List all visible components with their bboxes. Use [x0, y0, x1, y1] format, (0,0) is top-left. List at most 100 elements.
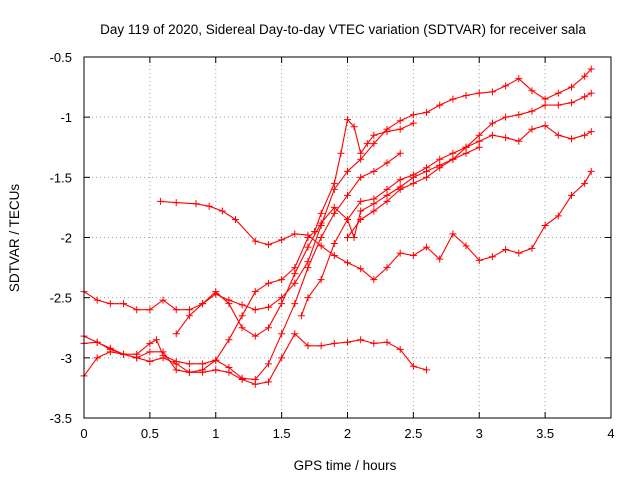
data-point-marker: [350, 123, 358, 131]
data-point-marker: [199, 368, 207, 376]
data-point-marker: [172, 306, 180, 314]
data-point-marker: [488, 119, 496, 127]
data-point-marker: [541, 221, 549, 229]
data-point-marker: [133, 306, 141, 314]
data-point-marker: [409, 362, 417, 370]
data-point-marker: [515, 249, 523, 257]
data-point-marker: [291, 270, 299, 278]
data-point-marker: [475, 131, 483, 139]
data-point-marker: [317, 242, 325, 250]
data-point-marker: [423, 243, 431, 251]
data-point-marker: [120, 350, 128, 358]
data-point-marker: [370, 276, 378, 284]
y-tick-label: -3: [60, 351, 72, 366]
data-point-marker: [152, 336, 160, 344]
data-point-marker: [502, 246, 510, 254]
data-point-marker: [264, 324, 272, 332]
data-point-marker: [449, 155, 457, 163]
data-point-marker: [488, 88, 496, 96]
data-point-marker: [133, 354, 141, 362]
data-point-marker: [357, 336, 365, 344]
data-point-marker: [264, 303, 272, 311]
y-tick-label: -2: [60, 231, 72, 246]
data-point-marker: [278, 300, 286, 308]
data-point-marker: [581, 72, 589, 80]
series-line: [83, 152, 401, 381]
x-tick-label: 1: [212, 426, 219, 441]
series-line: [160, 171, 592, 281]
data-point-marker: [251, 288, 259, 296]
data-point-marker: [587, 65, 595, 73]
data-point-marker: [475, 256, 483, 264]
data-point-marker: [278, 354, 286, 362]
data-point-marker: [515, 137, 523, 145]
data-point-marker: [225, 300, 233, 308]
data-point-marker: [199, 300, 207, 308]
data-point-marker: [567, 191, 575, 199]
data-point-marker: [409, 179, 417, 187]
data-point-marker: [106, 345, 114, 353]
x-tick-label: 2.5: [404, 426, 422, 441]
data-point-marker: [502, 113, 510, 121]
y-tick-label: -3.5: [50, 411, 72, 426]
data-point-marker: [462, 92, 470, 100]
data-point-marker: [120, 300, 128, 308]
data-point-marker: [225, 368, 233, 376]
data-point-marker: [383, 159, 391, 167]
data-point-marker: [357, 155, 365, 163]
data-point-marker: [264, 241, 272, 249]
data-point-marker: [192, 200, 200, 208]
data-point-marker: [436, 161, 444, 169]
data-point-marker: [436, 255, 444, 263]
data-point-marker: [291, 279, 299, 287]
series-sat-g: [80, 330, 431, 388]
x-tick-label: 2: [344, 426, 351, 441]
data-point-marker: [502, 134, 510, 142]
data-point-marker: [304, 294, 312, 302]
data-point-marker: [475, 137, 483, 145]
data-point-marker: [515, 111, 523, 119]
data-point-marker: [251, 237, 259, 245]
data-point-marker: [159, 348, 167, 356]
data-point-marker: [264, 360, 272, 368]
data-point-marker: [357, 207, 365, 215]
data-point-marker: [528, 87, 536, 95]
data-point-marker: [541, 122, 549, 130]
series-line: [83, 68, 592, 311]
series-line: [175, 146, 480, 337]
data-point-marker: [567, 135, 575, 143]
data-point-marker: [357, 265, 365, 273]
data-point-marker: [357, 173, 365, 181]
data-point-marker: [462, 242, 470, 250]
data-point-marker: [172, 360, 180, 368]
data-point-marker: [212, 356, 220, 364]
data-point-marker: [304, 264, 312, 272]
data-point-marker: [291, 330, 299, 338]
data-point-marker: [330, 203, 338, 211]
data-point-marker: [370, 167, 378, 175]
data-point-marker: [383, 338, 391, 346]
data-point-marker: [238, 375, 246, 383]
data-point-marker: [409, 119, 417, 127]
data-point-marker: [554, 212, 562, 220]
data-point-marker: [344, 116, 351, 124]
data-point-marker: [278, 330, 286, 338]
data-point-marker: [383, 191, 391, 199]
data-point-marker: [528, 244, 536, 252]
data-point-marker: [488, 131, 496, 139]
data-point-marker: [554, 101, 562, 109]
data-point-marker: [396, 249, 404, 257]
data-point-marker: [278, 236, 286, 244]
series-sat-e: [297, 89, 595, 320]
data-point-marker: [383, 185, 391, 193]
data-point-marker: [297, 312, 305, 320]
x-tick-label: 3.5: [536, 426, 554, 441]
data-point-marker: [93, 296, 101, 304]
x-axis-label: GPS time / hours: [294, 458, 397, 473]
data-point-marker: [278, 276, 286, 284]
data-point-marker: [370, 131, 378, 139]
series-line: [300, 92, 592, 316]
data-point-marker: [291, 264, 299, 272]
data-point-marker: [93, 354, 101, 362]
data-point-marker: [528, 125, 536, 133]
